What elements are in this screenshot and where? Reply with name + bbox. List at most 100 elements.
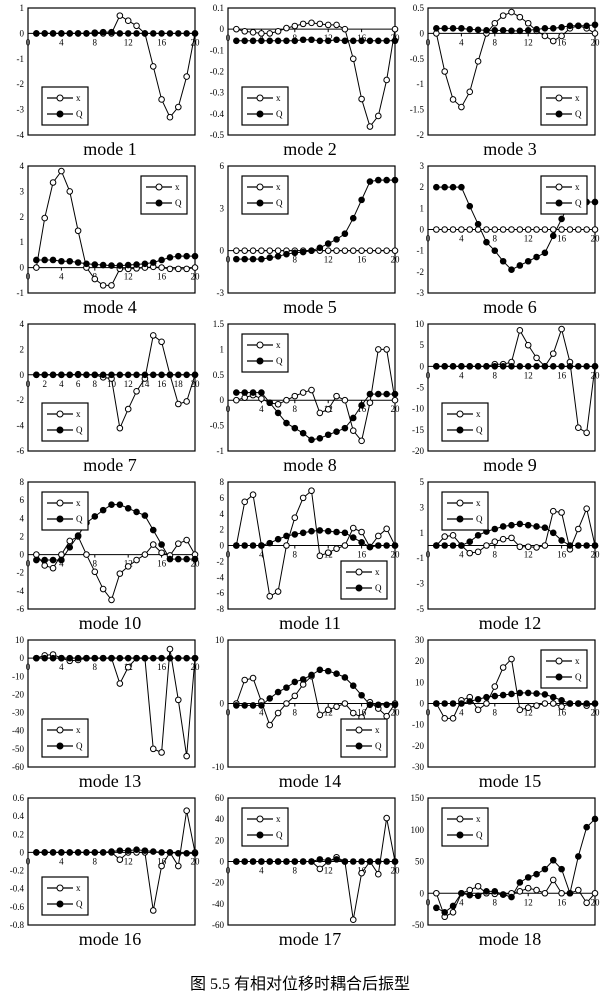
data-point-Q (74, 849, 82, 856)
data-point-x (533, 886, 540, 894)
chart-mode-14: -10010048121620xQmode 14 (200, 634, 400, 792)
data-point-Q (158, 30, 165, 37)
y-tick-label: 3 (220, 203, 225, 213)
y-tick-label: -5 (417, 604, 425, 614)
legend-box (41, 491, 89, 531)
chart-title: mode 4 (83, 297, 137, 317)
data-point-x (349, 709, 357, 717)
data-point-x (266, 30, 274, 37)
legend-label: x (375, 567, 380, 577)
data-point-Q (441, 25, 449, 32)
data-point-x (33, 551, 40, 558)
data-point-Q (274, 858, 282, 865)
data-point-x (249, 491, 257, 499)
legend-box (540, 175, 588, 215)
y-tick-label: 0 (420, 888, 425, 898)
data-point-x (449, 715, 457, 722)
y-tick-label: -1 (417, 553, 425, 563)
y-tick-label: -6 (17, 446, 25, 456)
data-point-Q (349, 37, 357, 45)
legend-label: x (575, 93, 580, 103)
data-point-x (491, 226, 499, 233)
chart-mode-5: -3036048121620xQmode 5 (200, 160, 401, 318)
y-tick-label: -0.1 (210, 45, 224, 55)
data-point-x (383, 525, 390, 533)
data-point-Q (283, 684, 290, 691)
data-point-Q (491, 247, 499, 254)
data-point-x (166, 265, 174, 273)
y-tick-label: -4 (17, 421, 25, 431)
x-tick-label: 16 (557, 234, 567, 244)
data-point-Q (333, 856, 340, 863)
data-point-Q (299, 676, 307, 683)
chart-title: mode 1 (83, 139, 137, 159)
data-point-Q (124, 654, 132, 662)
data-point-Q (124, 505, 132, 512)
data-point-x (41, 214, 49, 222)
data-point-Q (466, 698, 474, 705)
data-point-x (474, 226, 482, 233)
data-point-x (266, 721, 274, 729)
legend: xQ (41, 718, 89, 758)
y-tick-label: -2 (217, 556, 225, 566)
data-point-Q (141, 654, 149, 662)
data-point-x (116, 424, 124, 432)
open-circle-icon (456, 815, 464, 823)
legend-box (241, 86, 289, 126)
data-point-Q (549, 693, 557, 701)
data-point-x (508, 534, 515, 542)
data-point-x (375, 112, 382, 120)
data-point-Q (241, 858, 249, 865)
chart-title: mode 3 (483, 139, 537, 159)
x-tick-label: 16 (157, 272, 167, 282)
chart-mode-13: -60-50-40-30-20-10010048121620xQmode 13 (0, 634, 200, 792)
data-point-x (499, 12, 507, 19)
data-point-Q (241, 255, 249, 263)
data-point-Q (158, 541, 165, 548)
data-point-x (91, 568, 99, 576)
chart-mode-2: -0.5-0.4-0.3-0.2-0.100.1048121620xQmode … (200, 2, 400, 160)
data-point-Q (33, 30, 40, 37)
x-tick-label: 8 (293, 866, 298, 876)
open-circle-icon (555, 94, 563, 102)
data-point-Q (458, 363, 465, 370)
data-point-Q (158, 371, 165, 379)
y-tick-label: 30 (415, 635, 425, 645)
y-tick-label: -40 (12, 726, 24, 736)
data-point-Q (291, 858, 299, 865)
data-point-Q (308, 247, 315, 254)
legend-label: x (375, 725, 380, 735)
x-tick-label: 20 (591, 370, 600, 380)
data-point-Q (324, 431, 332, 439)
x-tick-label: 8 (293, 708, 298, 718)
data-point-Q (508, 266, 515, 274)
data-point-Q (249, 255, 257, 263)
data-point-Q (516, 879, 524, 886)
data-point-x (233, 396, 240, 404)
y-tick-label: -50 (412, 920, 424, 930)
data-point-x (191, 264, 199, 271)
data-point-x (149, 63, 157, 70)
x-tick-label: 8 (493, 708, 498, 718)
data-point-x (91, 275, 99, 283)
data-point-x (549, 700, 557, 707)
y-tick-label: -30 (412, 762, 424, 772)
filled-circle-icon (56, 515, 64, 523)
open-circle-icon (355, 568, 363, 576)
y-tick-label: 1 (420, 528, 425, 538)
data-point-Q (449, 902, 457, 910)
y-tick-label: -3 (417, 288, 425, 298)
data-point-x (124, 663, 132, 671)
y-tick-label: -0.4 (10, 884, 25, 894)
filled-circle-icon (555, 199, 563, 207)
chart-title: mode 15 (478, 771, 542, 791)
data-point-Q (133, 508, 140, 516)
data-point-x (508, 655, 515, 663)
y-tick-label: 0.4 (13, 811, 25, 821)
data-point-Q (591, 21, 599, 29)
data-point-x (291, 692, 299, 700)
data-point-x (183, 752, 190, 760)
data-point-Q (466, 363, 474, 370)
